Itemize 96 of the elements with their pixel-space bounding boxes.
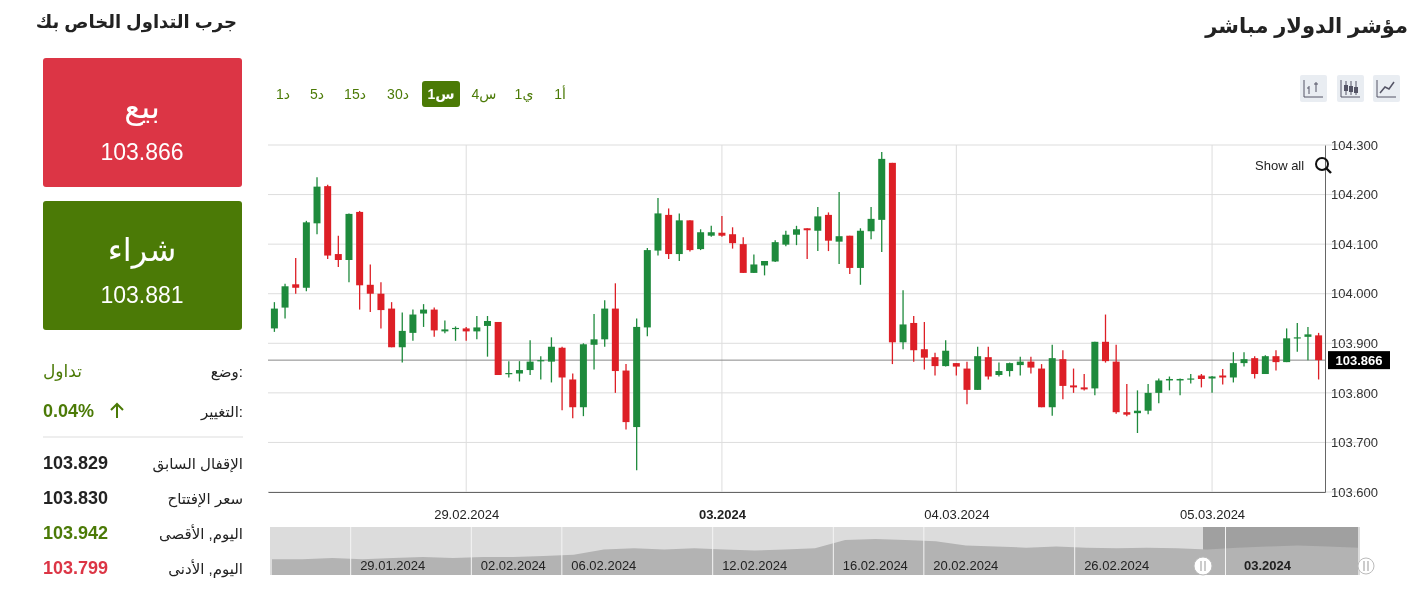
y-tick-label: 103.900 [1331, 335, 1378, 351]
candlestick [1155, 377, 1163, 404]
text: 1ي [514, 86, 534, 103]
text: وضع: [210, 363, 243, 381]
candlestick [920, 321, 928, 371]
candlestick [867, 206, 875, 240]
candlestick [1251, 355, 1259, 380]
text: 4س [471, 86, 497, 103]
candlestick [420, 303, 428, 328]
candlestick [1027, 356, 1035, 375]
text: 103.830 [43, 488, 109, 508]
x-tick-label: 12.02.2024 [722, 558, 788, 573]
text: اليوم, الأقصى [158, 524, 243, 543]
candlestick [547, 336, 555, 384]
x-tick-label: 02.02.2024 [480, 558, 546, 573]
candlestick [366, 263, 374, 313]
text: بيع [124, 89, 160, 126]
candlestick [1272, 349, 1280, 372]
y-tick-label: 104.300 [1331, 137, 1378, 153]
candlestick [750, 253, 758, 274]
candlestick [995, 361, 1003, 378]
candlestick [697, 228, 705, 251]
ref-line-label: 103.866 [1335, 353, 1383, 369]
candlestick [1229, 351, 1237, 384]
x-tick-label: 06.02.2024 [571, 558, 637, 573]
candlestick [899, 289, 907, 350]
candlestick [835, 191, 843, 265]
candlestick [484, 315, 491, 358]
text: 103.942 [43, 523, 109, 543]
text: 30د [387, 86, 409, 102]
candlestick [398, 311, 406, 364]
candlestick [1123, 383, 1131, 417]
candlestick [814, 206, 822, 252]
candlestick [729, 226, 737, 250]
y-tick-label: 104.000 [1331, 286, 1378, 302]
chart-title: مؤشر الدولار مباشر [1204, 14, 1408, 38]
x-tick-label: 20.02.2024 [933, 558, 999, 573]
text: 1س [427, 86, 455, 102]
text: سعر الإفتتاح [167, 490, 243, 508]
x-tick-label: 29.02.2024 [434, 507, 500, 523]
candlestick [984, 346, 992, 381]
text: الإقفال السابق [152, 455, 243, 473]
candlestick [292, 257, 300, 295]
y-tick-label: 103.800 [1331, 385, 1378, 401]
candlestick [1102, 313, 1109, 364]
text: جرب التداول الخاص بك [35, 12, 237, 33]
x-tick-label: 26.02.2024 [1084, 558, 1150, 573]
text: 1أ [554, 85, 566, 102]
x-tick-label: 16.02.2024 [842, 558, 908, 573]
text: التغيير: [199, 403, 243, 421]
text: شراء [107, 232, 177, 269]
x-tick-label: 03.2024 [698, 507, 747, 523]
candlestick [441, 319, 449, 335]
x-tick-label: 04.03.2024 [924, 507, 990, 523]
candlestick [1070, 367, 1078, 394]
text: 103.866 [100, 139, 184, 165]
candlestick [1208, 375, 1216, 394]
candlestick [793, 225, 800, 246]
text: 103.829 [43, 453, 109, 473]
candlestick [803, 227, 811, 260]
candlestick [409, 308, 417, 342]
text: 15د [344, 86, 366, 102]
candlestick [1240, 351, 1248, 368]
candlestick [473, 315, 481, 340]
candlestick [718, 215, 726, 238]
y-tick-label: 103.700 [1331, 435, 1378, 451]
y-tick-label: 104.200 [1331, 187, 1378, 203]
text: تداول [43, 362, 83, 381]
y-tick-label: 103.600 [1331, 484, 1378, 500]
text: 5د [309, 86, 325, 102]
candlestick [1144, 383, 1152, 415]
candlestick [281, 283, 289, 320]
candlestick [334, 235, 342, 268]
candlestick [1304, 326, 1312, 361]
candlestick [430, 306, 438, 338]
candlestick [942, 339, 950, 368]
text: 1د [275, 86, 291, 102]
candlestick [515, 360, 523, 383]
candlestick [270, 301, 278, 333]
text: 103.799 [43, 558, 109, 578]
text: 103.881 [100, 282, 184, 308]
candlestick [963, 360, 971, 405]
candlestick [931, 352, 939, 377]
candlestick [526, 339, 534, 376]
x-tick-label: 29.01.2024 [360, 558, 426, 573]
candlestick [771, 239, 779, 263]
candlestick [590, 313, 598, 371]
x-tick-label: 05.03.2024 [1180, 507, 1246, 523]
annotation: Show all [1255, 158, 1305, 173]
candlestick [1293, 322, 1301, 353]
y-tick-label: 104.100 [1331, 236, 1378, 252]
candlestick [1283, 327, 1291, 363]
text: 0.04% [43, 401, 95, 421]
candlestick [377, 281, 385, 330]
x-tick-label: 03.2024 [1244, 558, 1292, 573]
text: اليوم, الأدنى [168, 559, 243, 578]
